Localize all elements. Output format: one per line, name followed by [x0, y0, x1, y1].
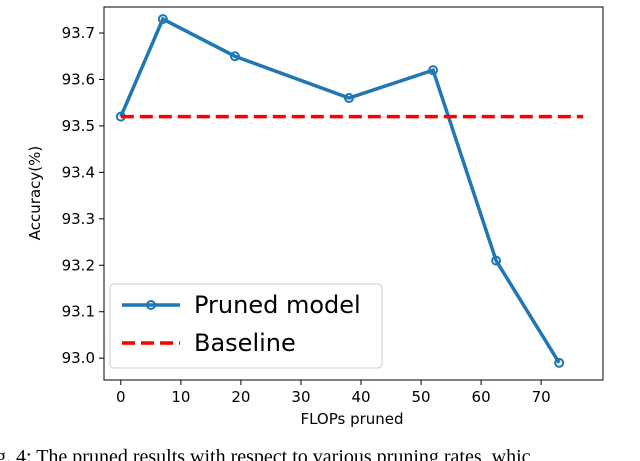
x-axis-label: FLOPs pruned	[300, 410, 403, 428]
y-tick-label: 93.5	[62, 117, 95, 135]
y-tick-label: 93.4	[62, 163, 95, 181]
point	[491, 255, 502, 266]
caption: g. 4: The pruned results with respect to…	[0, 446, 531, 461]
plot-frame	[103, 6, 604, 381]
x-tick-label: 30	[291, 388, 310, 406]
y-tick-label: 93.0	[62, 349, 95, 367]
point	[343, 93, 354, 104]
x-tick-label: 50	[412, 388, 431, 406]
x-tick-label: 70	[532, 388, 551, 406]
y-axis-label: Accuracy(%)	[26, 146, 44, 240]
x-tick-label: 0	[116, 388, 126, 406]
y-tick-label: 93.3	[62, 210, 95, 228]
legend-label: Pruned model	[194, 291, 361, 319]
series-line	[119, 16, 561, 364]
x-tick-label: 10	[171, 388, 190, 406]
point	[428, 65, 439, 76]
y-tick-label: 93.2	[62, 256, 95, 274]
x-tick-label: 40	[351, 388, 370, 406]
point	[157, 14, 168, 25]
y-tick-label: 93.1	[62, 303, 95, 321]
legend-marker	[146, 300, 156, 310]
legend-label: Baseline	[194, 329, 296, 357]
x-tick-label: 20	[231, 388, 250, 406]
y-tick-label: 93.6	[62, 70, 95, 88]
point	[229, 51, 240, 62]
x-tick-label: 60	[472, 388, 491, 406]
point	[554, 357, 565, 368]
y-tick-label: 93.7	[62, 24, 95, 42]
